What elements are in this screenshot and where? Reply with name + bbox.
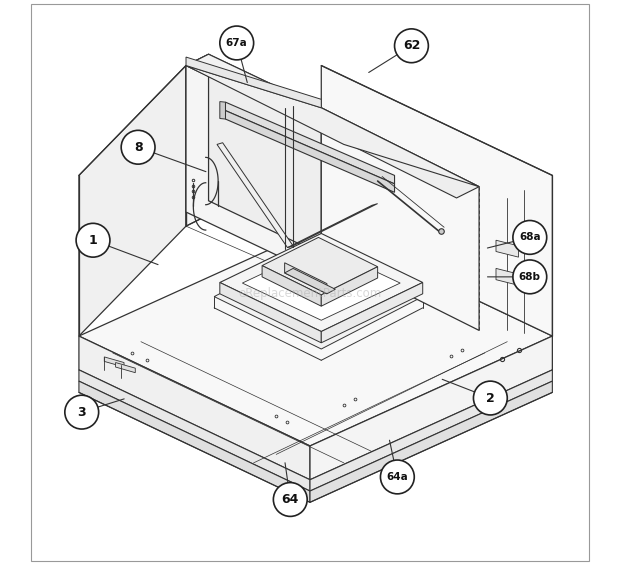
Polygon shape — [242, 246, 400, 320]
Polygon shape — [496, 268, 518, 285]
Circle shape — [513, 220, 547, 254]
Text: 67a: 67a — [226, 38, 247, 48]
Polygon shape — [214, 244, 423, 349]
Polygon shape — [310, 381, 552, 502]
Polygon shape — [186, 57, 321, 108]
Polygon shape — [310, 370, 552, 491]
Polygon shape — [299, 108, 479, 198]
Polygon shape — [79, 336, 310, 480]
Text: 3: 3 — [78, 406, 86, 419]
Polygon shape — [79, 226, 552, 446]
Text: 8: 8 — [134, 141, 143, 154]
Polygon shape — [285, 263, 327, 294]
Text: 64a: 64a — [386, 472, 408, 482]
Polygon shape — [79, 370, 310, 491]
Text: 64: 64 — [281, 493, 299, 506]
Polygon shape — [217, 143, 293, 247]
Polygon shape — [321, 108, 479, 331]
Polygon shape — [226, 102, 394, 184]
Polygon shape — [288, 203, 378, 247]
Circle shape — [513, 260, 547, 294]
Polygon shape — [321, 267, 378, 306]
Circle shape — [220, 26, 254, 60]
Polygon shape — [115, 363, 135, 373]
Polygon shape — [186, 54, 321, 119]
Polygon shape — [321, 66, 552, 336]
Polygon shape — [186, 54, 208, 226]
Polygon shape — [104, 357, 124, 367]
Polygon shape — [186, 66, 479, 186]
Circle shape — [273, 483, 307, 516]
Circle shape — [394, 29, 428, 63]
Polygon shape — [262, 266, 321, 306]
Polygon shape — [208, 54, 321, 254]
Polygon shape — [220, 233, 423, 332]
Polygon shape — [285, 268, 335, 294]
Polygon shape — [262, 237, 378, 295]
Circle shape — [65, 396, 99, 429]
Polygon shape — [496, 240, 518, 257]
Polygon shape — [237, 262, 394, 341]
Polygon shape — [220, 102, 226, 119]
Text: 68a: 68a — [519, 232, 541, 242]
Text: 68b: 68b — [519, 272, 541, 282]
Polygon shape — [310, 336, 552, 480]
Polygon shape — [226, 111, 394, 192]
Polygon shape — [220, 282, 321, 343]
Polygon shape — [79, 66, 186, 336]
Text: 2: 2 — [486, 392, 495, 405]
Circle shape — [76, 223, 110, 257]
Polygon shape — [321, 282, 423, 343]
Polygon shape — [79, 381, 310, 502]
Polygon shape — [186, 66, 299, 266]
Text: 1: 1 — [89, 234, 97, 247]
Text: eReplacementParts.com: eReplacementParts.com — [238, 287, 382, 300]
Text: 62: 62 — [403, 40, 420, 53]
Circle shape — [121, 131, 155, 164]
Circle shape — [381, 460, 414, 494]
Circle shape — [474, 381, 507, 415]
